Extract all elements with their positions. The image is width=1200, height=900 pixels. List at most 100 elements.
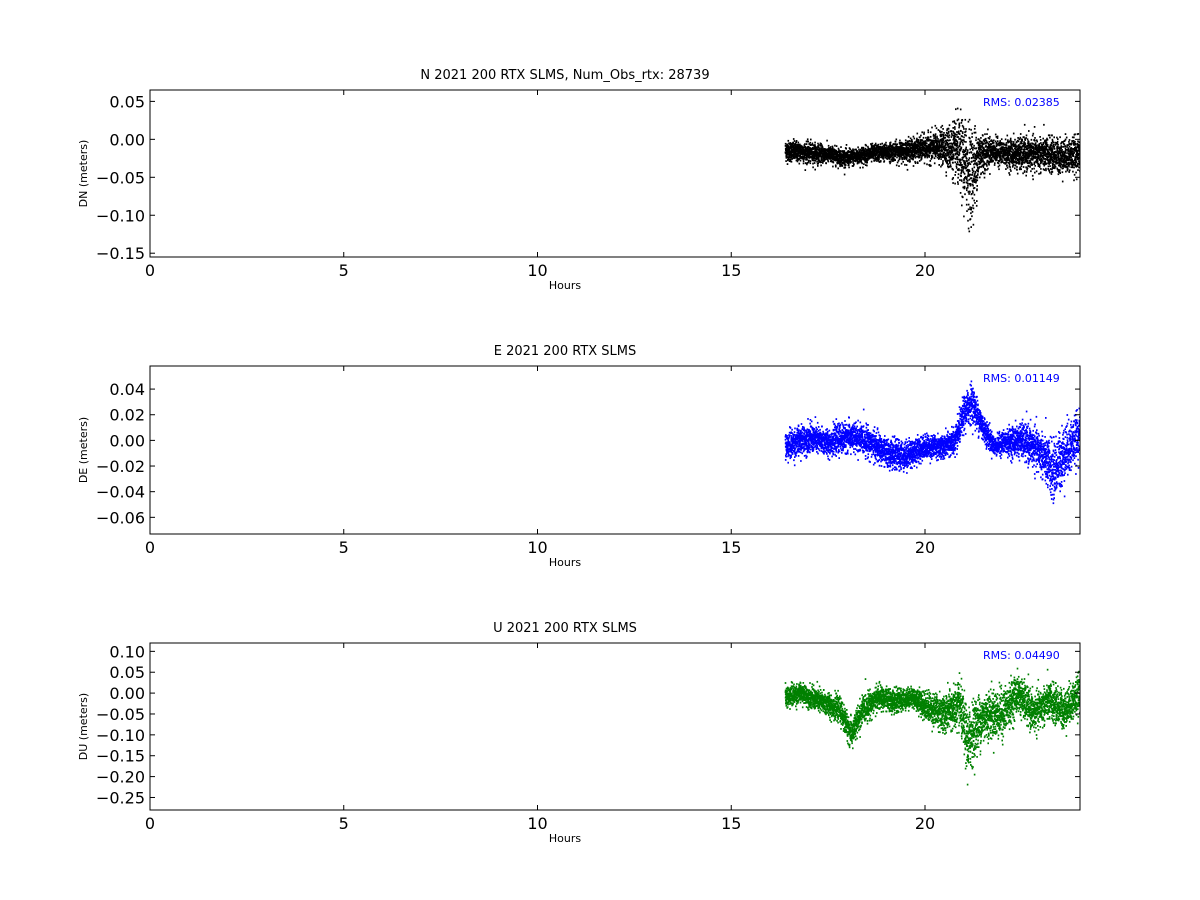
data-point bbox=[997, 144, 999, 146]
data-point bbox=[805, 149, 807, 152]
data-point bbox=[926, 156, 929, 159]
data-point bbox=[948, 159, 950, 162]
data-point bbox=[1058, 151, 1061, 153]
data-point bbox=[1025, 166, 1028, 169]
data-point bbox=[971, 193, 973, 195]
data-point bbox=[1037, 144, 1039, 147]
data-point bbox=[909, 137, 912, 140]
data-point bbox=[885, 153, 888, 156]
data-point bbox=[980, 165, 983, 168]
data-point bbox=[942, 160, 944, 162]
data-point bbox=[885, 147, 888, 150]
data-point bbox=[973, 187, 976, 189]
data-point bbox=[974, 202, 976, 204]
data-point bbox=[939, 149, 941, 152]
data-point bbox=[940, 150, 943, 153]
data-point bbox=[811, 151, 813, 153]
data-point bbox=[1029, 155, 1031, 157]
data-point bbox=[1059, 169, 1061, 171]
data-point bbox=[802, 162, 805, 165]
data-point bbox=[976, 162, 978, 165]
data-point bbox=[904, 163, 906, 166]
data-point bbox=[868, 153, 870, 156]
data-point bbox=[1016, 147, 1018, 150]
data-point bbox=[1040, 154, 1043, 157]
data-point bbox=[955, 152, 958, 154]
data-point bbox=[887, 148, 889, 150]
data-point bbox=[1056, 157, 1058, 160]
data-point bbox=[965, 130, 967, 133]
data-point bbox=[933, 162, 936, 165]
data-point bbox=[1058, 155, 1060, 158]
data-point bbox=[814, 168, 816, 171]
data-point bbox=[803, 146, 806, 148]
data-point bbox=[1045, 167, 1047, 170]
data-point bbox=[946, 139, 949, 141]
data-point bbox=[859, 151, 861, 153]
data-point bbox=[1038, 146, 1041, 149]
data-point bbox=[1019, 133, 1022, 135]
data-point bbox=[1050, 173, 1053, 175]
data-point bbox=[940, 153, 942, 156]
data-point bbox=[878, 161, 881, 163]
data-point bbox=[941, 150, 944, 152]
data-point bbox=[1042, 155, 1044, 157]
data-point bbox=[827, 156, 829, 159]
data-point bbox=[934, 146, 936, 148]
data-point bbox=[971, 132, 973, 135]
data-point bbox=[1005, 142, 1008, 144]
data-point bbox=[977, 155, 979, 157]
data-point bbox=[954, 174, 956, 176]
data-point bbox=[947, 130, 950, 133]
data-point bbox=[897, 159, 900, 162]
data-point bbox=[983, 143, 985, 145]
data-point bbox=[816, 160, 818, 163]
data-point bbox=[945, 171, 947, 174]
data-point bbox=[914, 142, 917, 145]
data-point bbox=[1043, 164, 1045, 167]
data-point bbox=[987, 154, 990, 157]
data-point bbox=[1041, 161, 1043, 163]
data-point bbox=[895, 138, 898, 141]
data-point bbox=[921, 147, 924, 150]
data-point bbox=[925, 155, 927, 158]
data-point bbox=[1004, 150, 1006, 153]
data-point bbox=[927, 136, 930, 139]
data-point bbox=[959, 141, 962, 144]
data-point bbox=[809, 162, 812, 165]
data-point bbox=[1031, 151, 1034, 154]
data-point bbox=[990, 143, 992, 145]
data-point bbox=[1052, 147, 1054, 149]
data-point bbox=[950, 165, 952, 168]
data-point bbox=[808, 143, 810, 145]
data-point bbox=[994, 162, 996, 165]
data-point bbox=[996, 156, 999, 159]
data-point bbox=[942, 162, 944, 164]
data-point bbox=[1012, 141, 1015, 143]
data-point bbox=[1067, 144, 1069, 146]
data-point bbox=[942, 163, 944, 165]
data-point bbox=[967, 182, 969, 185]
data-point bbox=[949, 156, 952, 159]
data-point bbox=[961, 141, 964, 144]
data-point bbox=[1009, 154, 1011, 156]
data-point bbox=[818, 158, 820, 160]
data-point bbox=[877, 148, 880, 151]
data-point bbox=[1027, 151, 1029, 154]
data-point bbox=[861, 158, 863, 161]
data-point bbox=[872, 155, 875, 157]
data-point bbox=[965, 146, 967, 149]
data-point bbox=[979, 147, 981, 149]
data-point bbox=[1058, 163, 1061, 165]
data-point bbox=[1050, 155, 1053, 158]
data-point bbox=[943, 137, 945, 140]
data-point bbox=[785, 156, 788, 159]
data-point bbox=[999, 158, 1002, 161]
data-point bbox=[1064, 138, 1067, 141]
data-point bbox=[962, 160, 965, 162]
data-point bbox=[914, 162, 917, 164]
data-point bbox=[1025, 137, 1027, 139]
data-point bbox=[879, 143, 882, 146]
data-point bbox=[949, 162, 951, 164]
data-point bbox=[1031, 144, 1033, 147]
